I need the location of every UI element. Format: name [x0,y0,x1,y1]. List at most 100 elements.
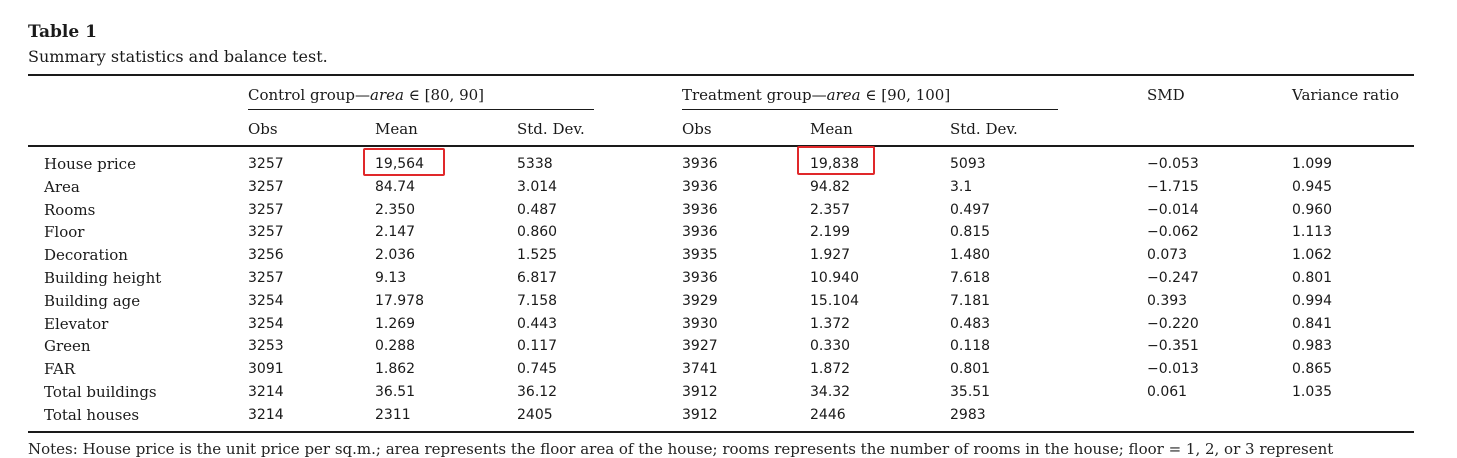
control-sd-cell: 0.443 [517,315,558,332]
control-mean-cell: 1.862 [375,361,416,378]
control-obs-cell: 3091 [248,361,284,378]
control-mean-cell: 17.978 [375,292,424,309]
control-group-rule [248,109,594,110]
control-sd-header: Std. Dev. [517,120,585,138]
row-label: Total houses [44,405,140,424]
treatment-obs-cell: 3935 [682,247,718,264]
treatment-mean-cell: 2.357 [810,201,851,218]
control-obs-cell: 3257 [248,156,284,172]
smd-cell: −0.220 [1147,315,1199,332]
treatment-group-prefix: Treatment group— [682,86,827,104]
variance-ratio-cell: 0.983 [1292,338,1333,355]
smd-cell: 0.073 [1147,247,1188,264]
smd-cell: −0.062 [1147,224,1199,241]
treatment-obs-cell: 3936 [682,201,718,218]
control-obs-cell: 3257 [248,178,284,195]
variance-ratio-cell: 0.841 [1292,315,1333,332]
treatment-obs-cell: 3912 [682,406,718,423]
treatment-obs-header: Obs [682,120,712,138]
variance-ratio-cell: 1.035 [1292,384,1333,400]
control-obs-cell: 3254 [248,292,284,309]
smd-cell: 0.061 [1147,384,1188,400]
table-caption: Summary statistics and balance test. [28,47,328,66]
control-sd-cell: 1.525 [517,247,558,264]
treatment-mean-cell: 2446 [810,406,846,423]
smd-cell: −0.247 [1147,270,1199,286]
treatment-mean-cell: 1.927 [810,247,851,264]
row-label: Decoration [44,246,128,265]
treatment-sd-cell: 7.618 [950,270,991,286]
treatment-group-suffix: ∈ [90, 100] [860,86,951,104]
variance-ratio-cell: 0.801 [1292,270,1333,286]
control-mean-cell: 2311 [375,406,411,423]
control-sd-cell: 36.12 [517,384,558,400]
treatment-obs-cell: 3936 [682,270,718,286]
treatment-obs-cell: 3930 [682,315,718,332]
row-label: Rooms [44,200,96,219]
table-label: Table 1 [28,22,97,42]
control-mean-highlight [363,148,445,176]
row-label: Building height [44,269,162,287]
treatment-sd-cell: 35.51 [950,384,991,400]
variance-ratio-header: Variance ratio [1292,86,1399,104]
control-mean-cell: 2.147 [375,224,416,241]
treatment-mean-cell: 1.872 [810,361,851,378]
treatment-sd-cell: 0.497 [950,201,991,218]
control-mean-cell: 36.51 [375,384,416,400]
row-label: FAR [44,360,76,379]
variance-ratio-cell: 0.945 [1292,178,1333,195]
treatment-sd-cell: 3.1 [950,178,973,195]
variance-ratio-cell: 0.960 [1292,201,1333,218]
control-sd-cell: 2405 [517,406,553,423]
variance-ratio-cell: 1.062 [1292,247,1333,264]
variance-ratio-cell: 1.099 [1292,156,1333,172]
control-obs-cell: 3256 [248,247,284,264]
treatment-mean-highlight [797,146,875,175]
treatment-obs-cell: 3927 [682,338,718,355]
treatment-mean-cell: 94.82 [810,178,851,195]
treatment-obs-cell: 3936 [682,178,718,195]
control-obs-cell: 3257 [248,201,284,218]
control-sd-cell: 0.487 [517,201,558,218]
top-rule [28,74,1414,76]
control-sd-cell: 0.117 [517,338,558,355]
smd-cell: −0.014 [1147,201,1199,218]
row-label: Green [44,337,91,356]
smd-cell: −0.351 [1147,338,1199,355]
variance-ratio-cell: 0.865 [1292,361,1333,378]
smd-cell: −0.053 [1147,156,1199,172]
treatment-sd-cell: 0.118 [950,338,991,355]
treatment-group-rule [682,109,1058,110]
control-obs-cell: 3214 [248,384,284,400]
row-label: Building age [44,291,141,310]
control-mean-cell: 9.13 [375,270,407,286]
treatment-obs-cell: 3936 [682,156,718,172]
row-label: Floor [44,223,85,242]
treatment-sd-cell: 0.801 [950,361,991,378]
control-mean-cell: 1.269 [375,315,416,332]
treatment-mean-cell: 34.32 [810,384,851,400]
smd-cell: −0.013 [1147,361,1199,378]
control-group-var: area [370,86,404,104]
smd-cell: 0.393 [1147,292,1188,309]
treatment-group-header: Treatment group—area ∈ [90, 100] [682,86,950,104]
treatment-mean-cell: 2.199 [810,224,851,241]
treatment-sd-header: Std. Dev. [950,120,1018,138]
control-mean-cell: 2.350 [375,201,416,218]
control-sd-cell: 7.158 [517,292,558,309]
header-bottom-rule [28,145,1414,147]
treatment-mean-cell: 10.940 [810,270,859,286]
control-mean-cell: 19,564 [375,156,424,172]
treatment-sd-cell: 2983 [950,406,986,423]
treatment-sd-cell: 1.480 [950,247,991,264]
treatment-mean-header: Mean [810,120,853,138]
control-sd-cell: 3.014 [517,178,558,195]
control-obs-cell: 3257 [248,224,284,241]
treatment-obs-cell: 3741 [682,361,718,378]
control-obs-cell: 3214 [248,406,284,423]
treatment-mean-cell: 19,838 [810,156,859,172]
table-notes: Notes: House price is the unit price per… [28,440,1334,458]
control-mean-header: Mean [375,120,418,138]
treatment-obs-cell: 3929 [682,292,718,309]
control-mean-cell: 2.036 [375,247,416,264]
